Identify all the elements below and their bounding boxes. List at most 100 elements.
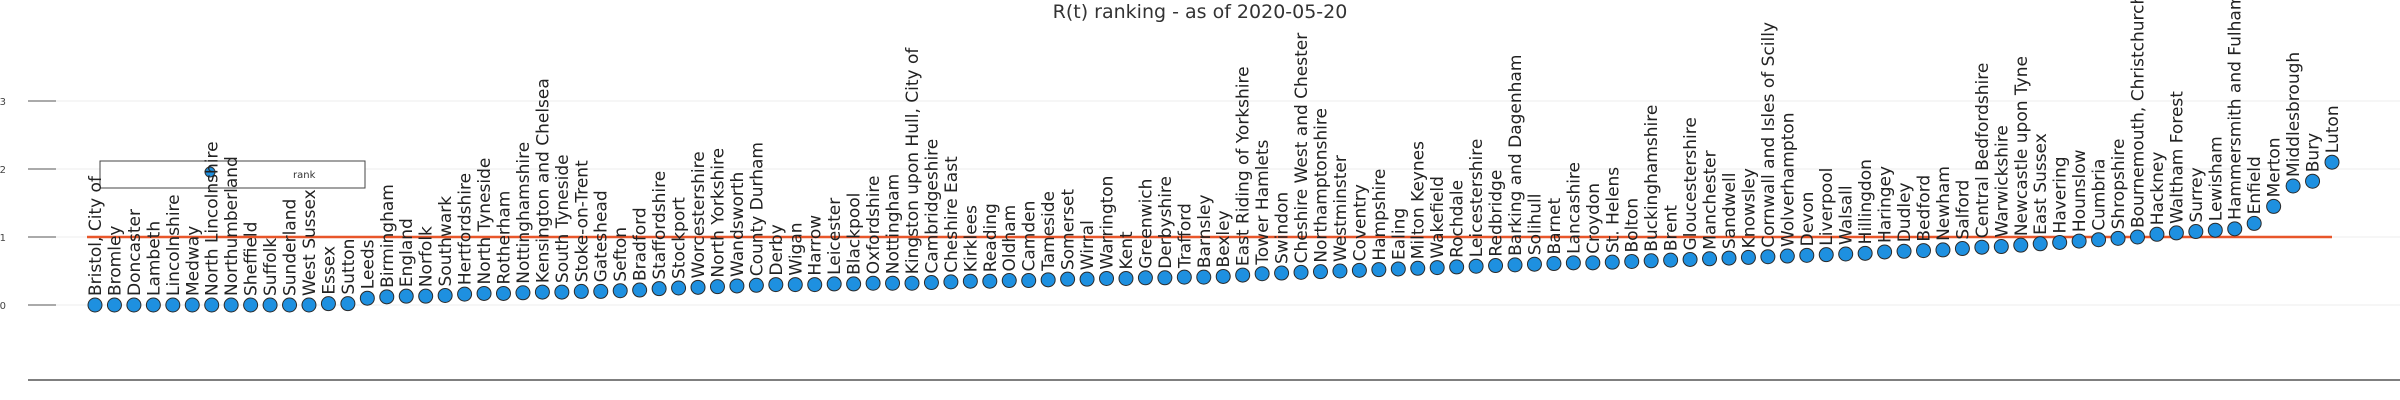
category-label: Hammersmith and Fulham (2226, 0, 2246, 220)
data-point (1060, 271, 1076, 287)
category-label: Bexley (1214, 210, 1234, 267)
data-point (1254, 266, 1270, 282)
category-label: Warrington (1098, 176, 1118, 270)
data-point (1838, 246, 1854, 262)
data-point (593, 283, 609, 299)
category-label: Croydon (1584, 183, 1604, 254)
category-label: Enfield (2245, 156, 2265, 214)
data-point (943, 274, 959, 290)
data-point (651, 281, 667, 297)
data-point (612, 283, 628, 299)
category-label: Wakefield (1428, 176, 1448, 259)
legend-entry: rank (293, 170, 316, 181)
category-label: Shropshire (2109, 139, 2129, 230)
category-label: Solihull (1525, 194, 1545, 256)
data-point (2052, 234, 2068, 250)
data-point (1293, 264, 1309, 280)
category-label: Lambeth (144, 221, 164, 296)
data-point (301, 297, 317, 313)
data-point (1371, 262, 1387, 278)
data-point (865, 275, 881, 291)
data-point (2324, 154, 2340, 170)
category-label: Greenwich (1136, 179, 1156, 269)
data-point (379, 289, 395, 305)
data-point (437, 287, 453, 303)
data-point (1196, 269, 1212, 285)
data-point (126, 297, 142, 313)
category-label: Coventry (1350, 184, 1370, 261)
data-point (1546, 256, 1562, 272)
category-label: Cumbria (2090, 159, 2110, 231)
data-point (690, 279, 706, 295)
data-point (807, 277, 823, 293)
data-points (87, 154, 2340, 313)
category-label: Barking and Dagenham (1506, 55, 1526, 256)
data-point (1390, 261, 1406, 277)
data-point (1760, 249, 1776, 265)
category-label: Lancashire (1564, 162, 1584, 254)
category-label: Bradford (631, 207, 651, 281)
category-label: Buckinghamshire (1642, 105, 1662, 252)
data-point (515, 285, 531, 301)
y-tick-label: 0 (0, 301, 6, 312)
category-label: Staffordshire (650, 171, 670, 280)
category-label: Trafford (1175, 203, 1195, 269)
category-label: Wolverhampton (1778, 113, 1798, 248)
data-point (1585, 255, 1601, 271)
data-point (1896, 243, 1912, 259)
data-point (1312, 264, 1328, 280)
data-point (748, 277, 764, 293)
category-label: Stoke-on-Trent (572, 160, 592, 282)
category-label: Bolton (1623, 198, 1643, 253)
data-point (787, 277, 803, 293)
data-point (1410, 260, 1426, 276)
data-point (2266, 198, 2282, 214)
data-point (1235, 267, 1251, 283)
category-label: County Durham (747, 142, 767, 276)
data-point (1079, 271, 1095, 287)
category-label: Oldham (1000, 205, 1020, 272)
data-point (398, 288, 414, 304)
category-label: Cheshire East (942, 156, 962, 273)
category-label: Nottingham (884, 174, 904, 275)
category-label: Central Bedfordshire (1973, 63, 1993, 239)
data-point (904, 275, 920, 291)
category-label: Sandwell (1720, 172, 1740, 249)
category-label: Havering (2051, 156, 2071, 233)
data-point (1818, 247, 1834, 263)
category-label: Nottinghamshire (514, 142, 534, 284)
category-label: Reading (981, 203, 1001, 272)
category-labels: Bristol, City of Bromley Doncaster Lambeth L… (86, 0, 2343, 296)
category-label: Kirklees (961, 205, 981, 272)
category-label: St. Helens (1603, 167, 1623, 253)
category-label: Wirral (1078, 220, 1098, 270)
data-point (962, 273, 978, 289)
category-label: Sunderland (281, 199, 301, 296)
data-point (1974, 239, 1990, 255)
category-label: Newcastle upon Tyne (2012, 56, 2032, 236)
data-point (1565, 255, 1581, 271)
data-point (184, 297, 200, 313)
data-point (1877, 244, 1893, 260)
data-point (1663, 252, 1679, 268)
data-point (534, 284, 550, 300)
data-point (846, 276, 862, 292)
category-label: Hillingdon (1856, 159, 1876, 244)
category-label: Westminster (1331, 155, 1351, 262)
data-point (320, 296, 336, 312)
data-point (632, 282, 648, 298)
category-label: Kingston upon Hull, City of (903, 47, 923, 275)
category-label: Merton (2265, 137, 2285, 197)
data-point (282, 297, 298, 313)
data-point (2149, 226, 2165, 242)
data-point (1215, 268, 1231, 284)
category-label: Cornwall and Isles of Scilly (1759, 22, 1779, 248)
data-point (1526, 256, 1542, 272)
category-label: Middlesbrough (2284, 52, 2304, 177)
category-label: West Sussex (300, 189, 320, 296)
category-label: Liverpool (1817, 168, 1837, 246)
data-point (1799, 247, 1815, 263)
legend-marker (204, 166, 216, 178)
data-point (1099, 270, 1115, 286)
